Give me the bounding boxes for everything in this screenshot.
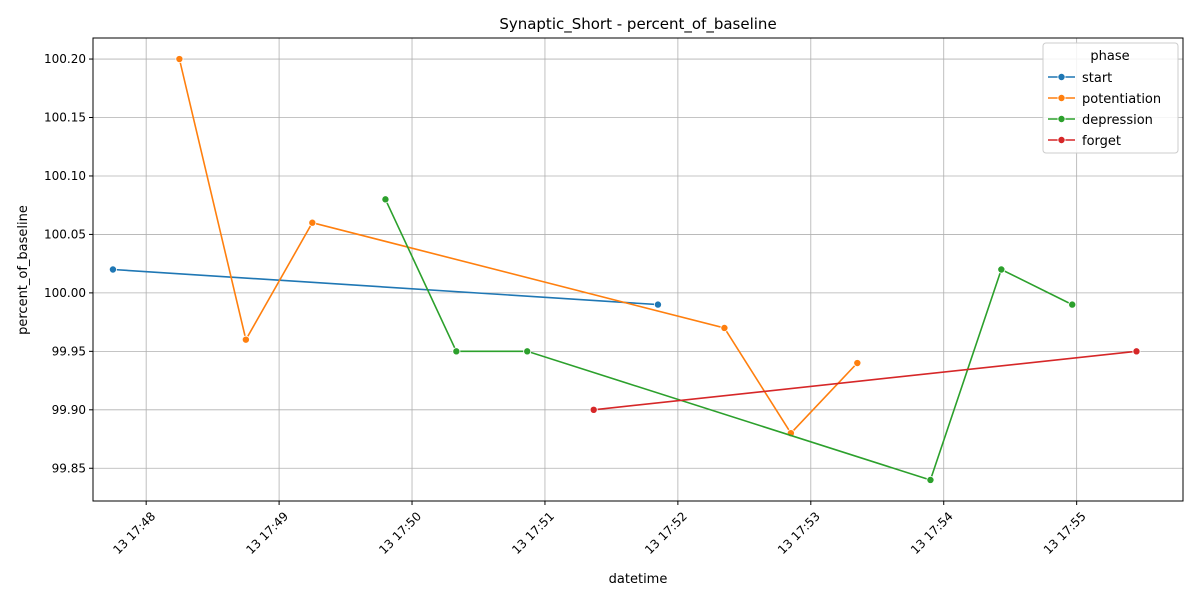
y-tick-label: 100.15 [44,111,86,125]
data-point-forget [1132,347,1141,356]
series-line-potentiation [178,58,858,435]
legend-swatch-marker [1057,115,1066,124]
data-point-potentiation [308,218,317,227]
data-point-depression [523,347,532,356]
series-line-forget [593,350,1137,411]
legend-swatch-marker [1057,135,1066,144]
x-tick-label: 13 17:54 [908,509,956,557]
x-axis-title: datetime [609,572,668,587]
data-point-depression [997,265,1006,274]
y-tick-label: 100.00 [44,286,86,300]
y-tick-label: 99.95 [52,344,86,358]
x-axis-ticks: 13 17:48 13 17:49 13 17:50 13 17:51 13 17:52… [110,501,1089,557]
x-tick-label: 13 17:51 [509,509,557,557]
legend: phase start potentiation depression forget [1042,42,1179,154]
y-tick-label: 99.85 [52,461,86,475]
x-tick-label: 13 17:53 [775,509,823,557]
y-tick-label: 100.05 [44,227,86,241]
legend-item-potentiation: potentiation [1048,92,1161,107]
data-point-potentiation [175,55,184,64]
x-tick-label: 13 17:49 [243,509,291,557]
legend-swatch-marker [1057,94,1066,103]
data-point-start [108,265,117,274]
series-start [108,265,662,309]
grid [93,38,1183,501]
legend-item-start: start [1048,71,1112,86]
legend-title: phase [1090,49,1129,64]
data-point-potentiation [241,335,250,344]
y-axis-title: percent_of_baseline [16,205,31,335]
legend-item-forget: forget [1048,134,1121,149]
legend-item-depression: depression [1048,113,1153,128]
legend-label: forget [1082,134,1121,149]
chart-title: Synaptic_Short - percent_of_baseline [499,15,776,34]
legend-label: depression [1082,113,1153,128]
y-axis-ticks: 99.85 99.90 99.95 100.00 100.05 100.10 100.15 1… [44,52,93,475]
x-tick-label: 13 17:55 [1041,509,1089,557]
x-tick-label: 13 17:52 [642,509,690,557]
legend-label: start [1082,71,1112,86]
y-tick-label: 100.10 [44,169,86,183]
legend-frame [1042,42,1179,154]
series-depression [381,195,1077,484]
legend-label: potentiation [1082,92,1161,107]
series-line-start [112,268,658,306]
data-point-potentiation [853,359,862,368]
series-layer [108,55,1141,484]
plot-area [92,37,1184,502]
legend-swatch-marker [1057,73,1066,82]
series-potentiation [175,55,862,438]
data-point-depression [1068,300,1077,309]
data-point-start [653,300,662,309]
x-tick-label: 13 17:48 [110,509,158,557]
data-point-depression [381,195,390,204]
data-point-depression [926,475,935,484]
y-tick-label: 99.90 [52,403,86,417]
data-point-depression [452,347,461,356]
data-point-forget [589,405,598,414]
x-tick-label: 13 17:50 [376,509,424,557]
y-tick-label: 100.20 [44,52,86,66]
series-forget [589,347,1141,414]
data-point-potentiation [720,323,729,332]
series-line-depression [384,198,1073,482]
